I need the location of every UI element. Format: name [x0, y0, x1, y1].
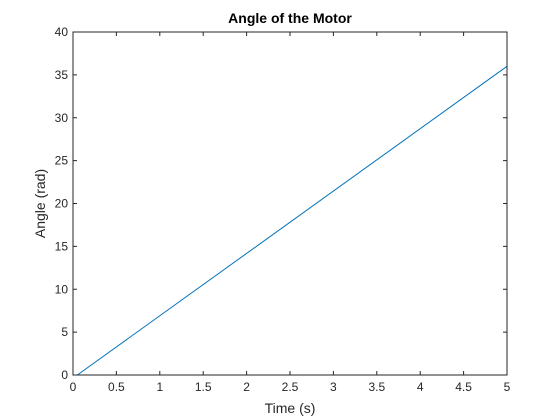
- x-tick-label: 5: [504, 380, 511, 394]
- x-tick-label: 2: [243, 380, 250, 394]
- y-axis-label: Angle (rad): [32, 169, 48, 238]
- x-tick-label: 0: [70, 380, 77, 394]
- x-tick-label: 4.5: [455, 380, 472, 394]
- y-tick-label: 25: [55, 154, 69, 168]
- plot-area: [73, 32, 507, 375]
- x-tick-label: 3.5: [368, 380, 385, 394]
- y-tick-label: 35: [55, 68, 69, 82]
- x-axis-ticks: 0 0.5 1 1.5 2 2.5 3 3.5 4 4.5 5: [70, 32, 511, 394]
- y-tick-label: 5: [61, 325, 68, 339]
- y-tick-label: 40: [55, 25, 69, 39]
- y-tick-label: 30: [55, 111, 69, 125]
- x-axis-label: Time (s): [265, 400, 316, 416]
- x-tick-label: 2.5: [282, 380, 299, 394]
- x-tick-label: 0.5: [108, 380, 125, 394]
- y-axis-ticks: 0 5 10 15 20 25 30 35 40: [55, 25, 507, 382]
- y-tick-label: 15: [55, 239, 69, 253]
- chart-title: Angle of the Motor: [228, 10, 352, 26]
- series-layer: [77, 65, 508, 376]
- y-tick-label: 0: [61, 368, 68, 382]
- x-tick-label: 1.5: [195, 380, 212, 394]
- series-line: [77, 65, 508, 376]
- x-tick-label: 4: [417, 380, 424, 394]
- x-tick-label: 1: [156, 380, 163, 394]
- y-tick-label: 10: [55, 282, 69, 296]
- x-tick-label: 3: [330, 380, 337, 394]
- y-tick-label: 20: [55, 197, 69, 211]
